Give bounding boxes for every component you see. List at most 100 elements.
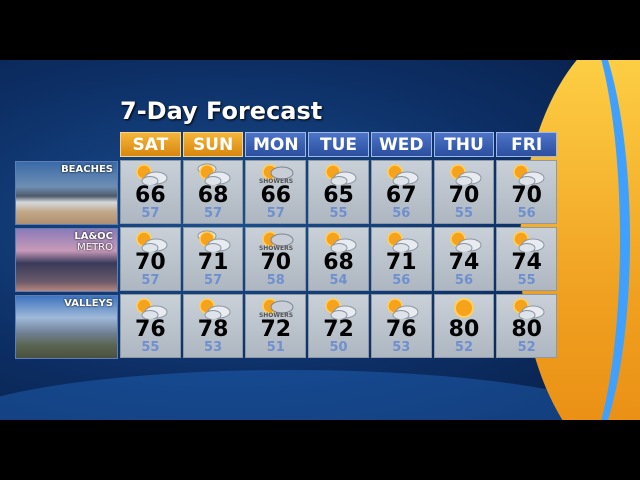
- high-temp: 72: [260, 319, 292, 341]
- mostly-cloudy-icon: [195, 230, 231, 252]
- partly-cloudy-icon: [321, 163, 357, 185]
- blue-swoosh: [500, 60, 630, 420]
- high-temp: 71: [385, 252, 417, 274]
- high-temp: 66: [135, 185, 166, 207]
- forecast-cell: 68 57: [182, 160, 244, 224]
- forecast-cell: 78 53: [182, 294, 244, 358]
- partly-cloudy-icon: [509, 297, 545, 319]
- forecast-cell: 74 55: [496, 227, 558, 291]
- day-header-thu: THU: [433, 132, 495, 157]
- partly-cloudy-icon: [132, 297, 168, 319]
- partly-cloudy-icon: [383, 163, 419, 185]
- low-temp: 55: [454, 207, 473, 221]
- forecast-row: 70 57 71 57 SHOWERS 70 58 68 54 71 56 74 56 74 55: [120, 227, 558, 291]
- forecast-row: 76 55 78 53 SHOWERS 72 51 72 50 76 53 80 52 80 52: [120, 294, 558, 358]
- high-temp: 80: [448, 319, 480, 341]
- low-temp: 52: [454, 341, 473, 355]
- low-temp: 57: [141, 274, 160, 288]
- region-image-metro: LA&OC METRO: [15, 228, 118, 292]
- high-temp: 76: [385, 319, 417, 341]
- high-temp: 78: [197, 319, 229, 341]
- showers-icon: SHOWERS: [258, 230, 294, 252]
- svg-text:SHOWERS: SHOWERS: [259, 178, 293, 185]
- high-temp: 80: [511, 319, 542, 341]
- forecast-cell: SHOWERS 70 58: [245, 227, 307, 291]
- region-label: BEACHES: [61, 164, 113, 175]
- region-image-valleys: VALLEYS: [15, 295, 118, 359]
- forecast-cell: 71 57: [182, 227, 244, 291]
- high-temp: 70: [511, 185, 542, 207]
- low-temp: 58: [266, 274, 285, 288]
- low-temp: 56: [454, 274, 473, 288]
- forecast-row: 66 57 68 57 SHOWERS 66 57 65 55 67 56 70 55 70 56: [120, 160, 558, 224]
- high-temp: 68: [197, 185, 229, 207]
- partly-cloudy-icon: [446, 163, 482, 185]
- forecast-cell: 65 55: [308, 160, 369, 224]
- region-label: LA&OC METRO: [74, 231, 113, 253]
- partly-cloudy-icon: [132, 230, 168, 252]
- forecast-cell: 71 56: [370, 227, 432, 291]
- high-temp: 67: [385, 185, 417, 207]
- high-temp: 76: [135, 319, 166, 341]
- day-header-fri: FRI: [496, 132, 558, 157]
- high-temp: 70: [260, 252, 292, 274]
- forecast-cell: SHOWERS 72 51: [245, 294, 307, 358]
- low-temp: 56: [392, 274, 411, 288]
- low-temp: 55: [517, 274, 536, 288]
- forecast-cell: 80 52: [496, 294, 558, 358]
- high-temp: 66: [260, 185, 292, 207]
- partly-cloudy-icon: [321, 230, 357, 252]
- day-header-row: SAT SUN MON TUE WED THU FRI: [120, 132, 558, 157]
- forecast-cell: 76 53: [370, 294, 432, 358]
- low-temp: 57: [141, 207, 160, 221]
- low-temp: 54: [329, 274, 348, 288]
- high-temp: 70: [135, 252, 166, 274]
- low-temp: 57: [204, 207, 223, 221]
- high-temp: 65: [323, 185, 354, 207]
- partly-cloudy-icon: [321, 297, 357, 319]
- page-title: 7-Day Forecast: [120, 97, 323, 125]
- partly-cloudy-icon: [383, 297, 419, 319]
- forecast-cell: 72 50: [308, 294, 369, 358]
- svg-text:SHOWERS: SHOWERS: [259, 312, 293, 319]
- high-temp: 74: [511, 252, 542, 274]
- svg-text:SHOWERS: SHOWERS: [259, 245, 293, 252]
- showers-icon: SHOWERS: [258, 297, 294, 319]
- region-label: VALLEYS: [64, 298, 113, 309]
- low-temp: 53: [392, 341, 411, 355]
- forecast-cell: 66 57: [120, 160, 181, 224]
- showers-icon: SHOWERS: [258, 163, 294, 185]
- partly-cloudy-icon: [509, 230, 545, 252]
- high-temp: 70: [448, 185, 480, 207]
- high-temp: 71: [197, 252, 229, 274]
- forecast-cell: 74 56: [433, 227, 495, 291]
- forecast-cell: 68 54: [308, 227, 369, 291]
- high-temp: 68: [323, 252, 354, 274]
- partly-cloudy-icon: [383, 230, 419, 252]
- day-header-mon: MON: [245, 132, 307, 157]
- day-header-tue: TUE: [308, 132, 369, 157]
- partly-cloudy-icon: [446, 230, 482, 252]
- day-header-sun: SUN: [182, 132, 244, 157]
- partly-cloudy-icon: [195, 297, 231, 319]
- mostly-cloudy-icon: [195, 163, 231, 185]
- low-temp: 56: [517, 207, 536, 221]
- low-temp: 51: [266, 341, 285, 355]
- low-temp: 56: [392, 207, 411, 221]
- low-temp: 55: [141, 341, 160, 355]
- forecast-graphic: 7-Day Forecast BEACHES LA&OC METRO VALLEY…: [0, 60, 640, 420]
- forecast-cell: 70 55: [433, 160, 495, 224]
- region-image-beaches: BEACHES: [15, 161, 118, 225]
- high-temp: 74: [448, 252, 480, 274]
- low-temp: 55: [329, 207, 348, 221]
- low-temp: 50: [329, 341, 348, 355]
- forecast-cell: SHOWERS 66 57: [245, 160, 307, 224]
- low-temp: 57: [266, 207, 285, 221]
- partly-cloudy-icon: [509, 163, 545, 185]
- low-temp: 52: [517, 341, 536, 355]
- day-header-sat: SAT: [120, 132, 181, 157]
- day-header-wed: WED: [370, 132, 432, 157]
- forecast-cell: 67 56: [370, 160, 432, 224]
- low-temp: 53: [204, 341, 223, 355]
- forecast-cell: 80 52: [433, 294, 495, 358]
